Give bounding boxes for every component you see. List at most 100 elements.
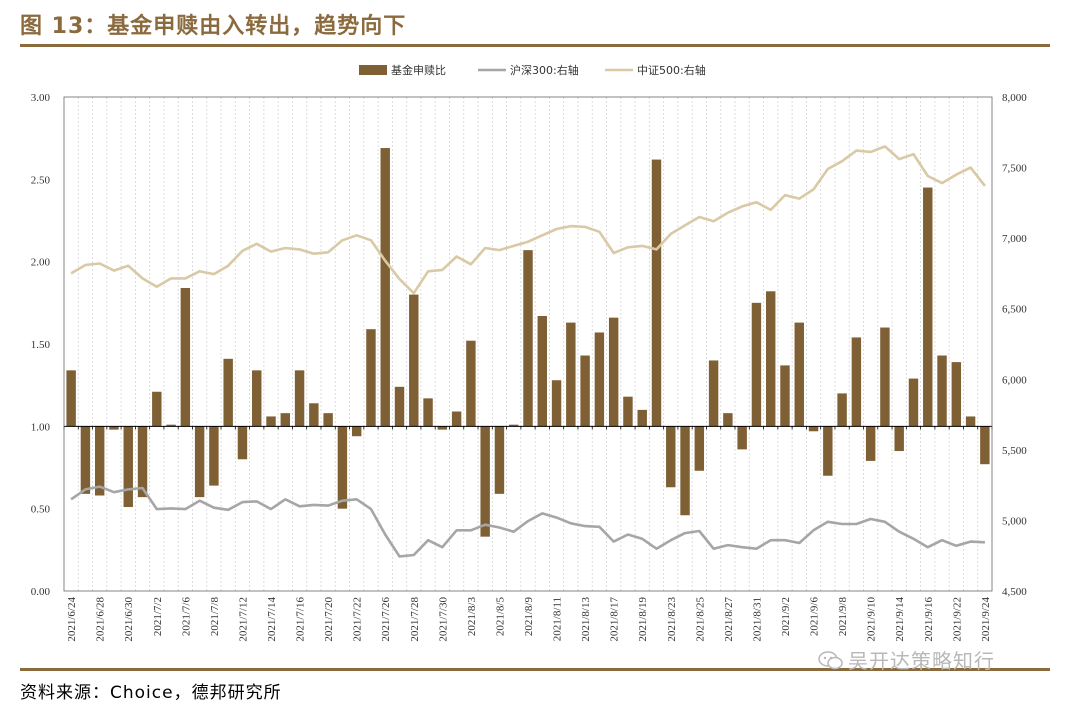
bar-2021/9/16 (923, 187, 933, 427)
bar-2021/7/15 (280, 413, 291, 427)
bar-2021/7/12 (237, 426, 248, 460)
bar-2021/7/26 (380, 148, 390, 427)
y-right-tick-label: 6,500 (1002, 304, 1027, 316)
legend-label-hs300: 沪深300:右轴 (510, 63, 579, 77)
bar-2021/7/30 (437, 426, 448, 430)
y-right-tick-label: 8,000 (1002, 92, 1027, 104)
bar-2021/9/24 (980, 426, 990, 465)
bar-2021/8/30 (737, 426, 747, 450)
bar-2021/9/2 (780, 365, 790, 427)
x-tick-label: 2021/7/26 (380, 597, 392, 642)
bar-2021/9/22 (951, 362, 962, 427)
x-tick-label: 2021/6/24 (66, 597, 78, 642)
x-tick-label: 2021/9/8 (837, 597, 849, 637)
x-tick-label: 2021/8/5 (494, 597, 506, 637)
x-tick-label: 2021/9/2 (780, 597, 792, 636)
x-tick-label: 2021/7/20 (323, 597, 335, 642)
x-tick-label: 2021/8/17 (609, 597, 621, 642)
bar-2021/8/26 (708, 360, 719, 427)
legend-label-zz500: 中证500:右轴 (637, 63, 706, 77)
bar-2021/7/27 (394, 386, 405, 427)
x-tick-label: 2021/8/25 (694, 597, 706, 642)
bar-2021/7/8 (209, 426, 219, 486)
bar-2021/7/1 (137, 426, 148, 498)
bar-2021/7/23 (366, 329, 376, 427)
x-tick-label: 2021/9/10 (866, 597, 878, 642)
bar-2021/7/16 (294, 370, 305, 427)
bar-2021/6/25 (80, 426, 91, 494)
y-left-tick-label: 3.00 (31, 92, 51, 104)
y-left-tick-label: 1.00 (31, 421, 51, 433)
legend-label-fund: 基金申赎比 (391, 63, 446, 77)
bar-2021/7/29 (423, 398, 433, 427)
x-tick-label: 2021/7/6 (180, 597, 192, 637)
bar-2021/9/6 (808, 426, 819, 432)
bar-2021/6/24 (66, 370, 76, 427)
x-tick-label: 2021/8/13 (580, 597, 592, 642)
y-right-tick-label: 7,000 (1002, 233, 1027, 245)
bar-2021/9/1 (765, 291, 776, 427)
y-left-tick-label: 2.00 (31, 257, 51, 269)
bar-2021/6/29 (109, 426, 119, 430)
x-tick-label: 2021/8/27 (723, 597, 735, 642)
x-tick-label: 2021/8/31 (751, 597, 763, 642)
bar-2021/8/6 (509, 424, 519, 427)
bar-2021/8/5 (494, 426, 505, 494)
x-tick-label: 2021/7/8 (209, 597, 221, 637)
x-tick-label: 2021/9/6 (809, 597, 821, 637)
y-left-tick-label: 2.50 (31, 174, 51, 186)
axes: 0.00 0.50 1.00 1.50 2.00 2.50 3.00 4,500 5,000 5,… (31, 92, 1028, 642)
title-divider (20, 44, 1050, 47)
bar-2021/6/30 (123, 426, 133, 508)
bar-2021/9/8 (837, 393, 847, 427)
bar-2021/9/15 (908, 378, 919, 427)
bar-2021/7/14 (266, 416, 276, 427)
bar-2021/8/12 (566, 322, 576, 427)
bar-2021/9/10 (865, 426, 876, 461)
x-tick-label: 2021/8/23 (666, 597, 678, 642)
footer-divider (20, 668, 1050, 671)
bar-2021/8/27 (723, 413, 733, 427)
y-left-tick-label: 0.50 (31, 504, 51, 516)
bar-2021/8/4 (480, 426, 490, 537)
x-tick-label: 2021/8/19 (637, 597, 649, 642)
x-tick-label: 2021/9/24 (980, 597, 992, 642)
x-tick-label: 2021/9/22 (951, 597, 963, 642)
bar-2021/8/18 (623, 396, 633, 427)
y-right-tick-label: 4,500 (1002, 586, 1027, 598)
x-tick-label: 2021/7/30 (437, 597, 449, 642)
x-tick-label: 2021/7/22 (352, 597, 364, 642)
bar-2021/9/3 (794, 322, 804, 427)
data-source: 资料来源：Choice，德邦研究所 (20, 683, 282, 703)
bar-2021/7/6 (180, 288, 191, 427)
bar-2021/7/9 (223, 358, 233, 427)
bar-2021/7/13 (252, 370, 262, 427)
bar-2021/7/28 (409, 294, 419, 427)
bar-2021/8/25 (694, 426, 705, 471)
bar-2021/9/9 (851, 337, 862, 427)
bar-2021/9/7 (823, 426, 833, 476)
y-left-tick-label: 0.00 (31, 586, 51, 598)
bar-2021/8/16 (594, 332, 605, 427)
bar-2021/8/2 (451, 411, 462, 427)
watermark-text: 吴开达策略知行 (848, 649, 995, 673)
bar-2021/8/11 (551, 380, 562, 427)
bar-2021/7/7 (194, 426, 205, 498)
bar-2021/7/5 (166, 424, 176, 427)
bar-2021/9/23 (965, 416, 976, 427)
bar-2021/8/9 (523, 250, 533, 427)
bar-2021/8/24 (680, 426, 690, 516)
x-tick-label: 2021/9/14 (894, 597, 906, 642)
y-left-tick-label: 1.50 (31, 339, 51, 351)
x-tick-label: 2021/8/3 (466, 597, 478, 637)
wechat-icon (818, 651, 843, 670)
zz500-line (70, 145, 986, 295)
x-tick-label: 2021/6/30 (123, 597, 135, 642)
bar-2021/7/21 (337, 426, 348, 509)
line-series (70, 145, 986, 558)
bar-2021/6/28 (94, 426, 105, 496)
bar-2021/8/17 (608, 317, 619, 427)
bar-2021/8/10 (537, 316, 547, 427)
y-right-tick-label: 5,000 (1002, 515, 1027, 527)
bar-2021/7/2 (152, 391, 162, 427)
